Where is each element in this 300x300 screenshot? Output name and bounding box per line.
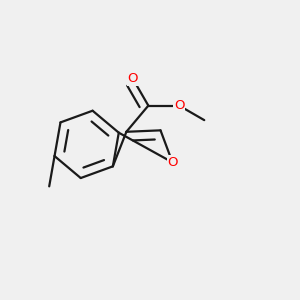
Text: O: O — [174, 99, 184, 112]
Text: O: O — [167, 156, 178, 169]
Text: O: O — [128, 73, 138, 85]
